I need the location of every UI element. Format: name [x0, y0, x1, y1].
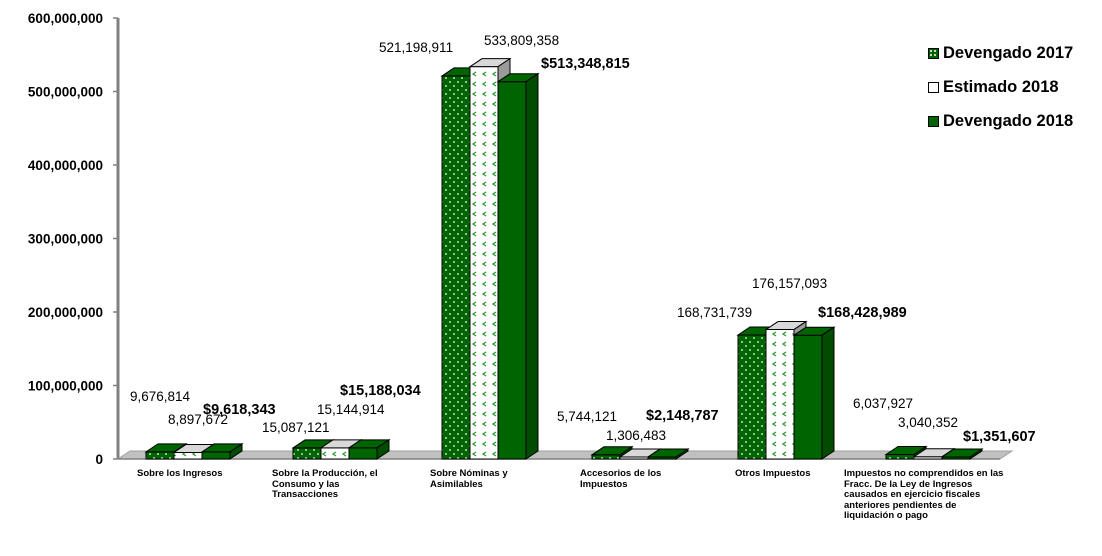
- bar-side: [969, 448, 983, 460]
- bar: [347, 438, 391, 460]
- legend-swatch-solid: [928, 115, 939, 127]
- y-tick-label: 200,000,000: [28, 305, 103, 320]
- data-label: $168,428,989: [818, 305, 907, 321]
- bar: [940, 448, 984, 460]
- bar-side: [229, 442, 243, 460]
- data-label: 9,676,814: [130, 389, 191, 404]
- y-tick-label: 0: [95, 452, 103, 467]
- x-category-label: Sobre Nóminas y Asimilables: [430, 468, 508, 490]
- bar: [496, 72, 540, 460]
- legend-label: Estimado 2018: [943, 77, 1059, 96]
- legend-item-devengado-2017: Devengado 2017: [928, 36, 1073, 70]
- data-label: $1,351,607: [963, 429, 1036, 445]
- legend: Devengado 2017 Estimado 2018 Devengado 2…: [928, 36, 1073, 138]
- data-label: 15,144,914: [317, 402, 385, 417]
- bar-front: [737, 334, 767, 460]
- y-axis: 0 100,000,000 200,000,000 300,000,000 400,00…: [28, 11, 120, 467]
- legend-label: Devengado 2017: [943, 43, 1074, 62]
- data-label: $9,618,343: [203, 402, 276, 418]
- bar: [792, 326, 836, 460]
- y-tick-label: 500,000,000: [28, 85, 103, 100]
- data-label: 1,306,483: [606, 428, 666, 443]
- data-label: 176,157,093: [752, 276, 827, 291]
- x-category-label: Otros Impuestos: [735, 468, 811, 479]
- bar-front: [765, 329, 795, 460]
- bar-front: [793, 334, 823, 460]
- bar-side: [525, 72, 539, 460]
- data-label: $15,188,034: [340, 383, 421, 399]
- x-category-label: Sobre la Producción, el Consumo y las Tr…: [272, 468, 378, 500]
- data-labels: 9,676,814 15,087,121 521,198,911 5,744,121 1…: [130, 33, 1036, 445]
- data-label: 6,037,927: [853, 396, 913, 411]
- data-label: 521,198,911: [379, 40, 453, 55]
- bar-front: [145, 451, 175, 460]
- x-category-label: Sobre los Ingresos: [137, 468, 223, 479]
- legend-swatch-white: [928, 81, 939, 93]
- bar-front: [497, 81, 527, 460]
- bar-front: [292, 447, 322, 460]
- x-category-label: Impuestos no comprendidos en las Fracc. …: [844, 468, 1004, 521]
- data-label: $513,348,815: [541, 56, 630, 72]
- y-tick-label: 100,000,000: [28, 379, 103, 394]
- bar-front: [320, 447, 350, 460]
- bar: [646, 448, 690, 460]
- bar-front: [885, 454, 915, 460]
- bar: [200, 442, 244, 460]
- bar-front: [469, 66, 499, 460]
- legend-label: Devengado 2018: [943, 111, 1074, 130]
- legend-item-devengado-2018: Devengado 2018: [928, 104, 1073, 138]
- bar-side: [821, 326, 835, 460]
- bar-front: [591, 454, 621, 460]
- chart-floor-plane: [116, 450, 1014, 460]
- data-label: $2,148,787: [646, 408, 719, 424]
- bar-side: [675, 448, 689, 460]
- bar-front: [348, 447, 378, 460]
- x-category-label: Accesorios de los Impuestos: [580, 468, 662, 490]
- bar-side: [376, 438, 390, 460]
- bar-front: [441, 75, 471, 460]
- bars: [144, 57, 984, 460]
- data-label: 533,809,358: [484, 33, 559, 48]
- chart-floor: [116, 450, 1014, 460]
- data-label: 15,087,121: [262, 420, 330, 435]
- data-label: 5,744,121: [557, 409, 617, 424]
- data-label: 168,731,739: [677, 305, 752, 320]
- data-label: 3,040,352: [898, 415, 958, 430]
- bar-front: [201, 451, 231, 460]
- y-tick-label: 300,000,000: [28, 232, 103, 247]
- bar-front: [173, 451, 203, 460]
- y-tick-label: 600,000,000: [28, 11, 103, 26]
- legend-item-estimado-2018: Estimado 2018: [928, 70, 1073, 104]
- y-tick-label: 400,000,000: [28, 158, 103, 173]
- data-label: 8,897,672: [168, 412, 228, 427]
- legend-swatch-dotted: [928, 47, 939, 59]
